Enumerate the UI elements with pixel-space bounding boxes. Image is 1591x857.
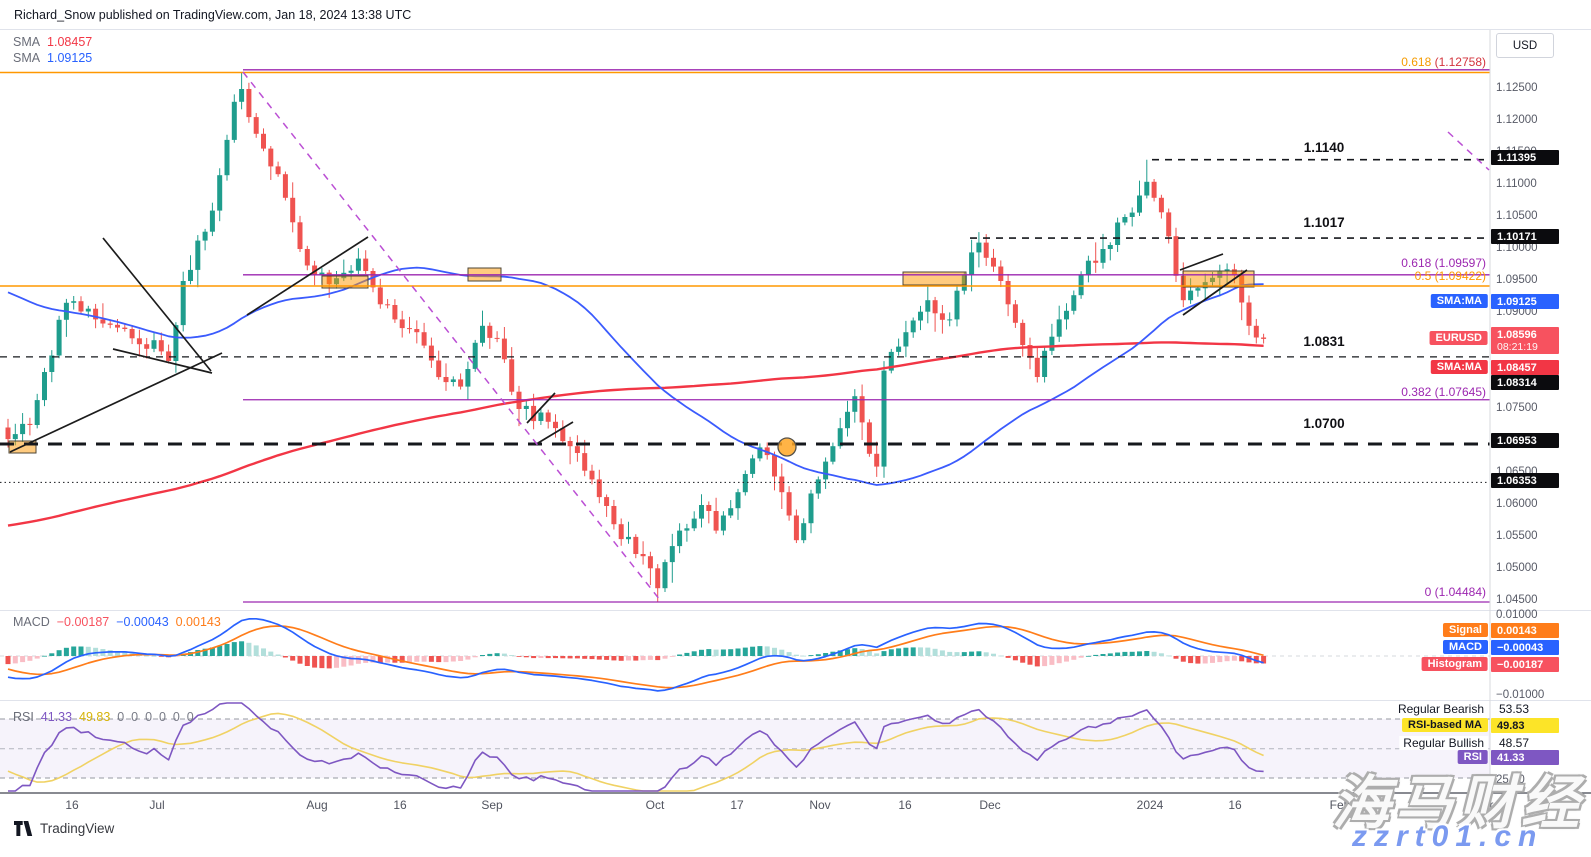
rsi-tick: 25.00 [1496,774,1525,786]
level-label: 1.1140 [1303,140,1345,155]
tradingview-logo-icon [14,820,33,837]
level-label: 1.1017 [1303,215,1345,230]
time-tick: Nov [809,798,831,812]
level-1-11395-value: 1.11395 [1491,150,1559,165]
price-tick: 1.09500 [1496,274,1538,286]
fib-label: 0 (1.04484) [1424,585,1486,599]
fib-label: 0.5 (1.09422) [1414,269,1486,283]
price-tick: 1.05000 [1496,562,1538,574]
fib-label: 0.618 (1.12758) [1401,55,1486,69]
time-tick: 16 [898,798,912,812]
time-tick: Aug [306,798,328,812]
symbol-last-tag-label: EURUSD [1429,331,1488,345]
sma-fast-legend: SMA 1.09125 [13,51,93,65]
macd-tick: 0.01000 [1496,609,1538,621]
rsi-regular-bearish-label: Regular Bearish [1393,702,1488,716]
rsi-line-tag-label: RSI [1457,750,1488,764]
rsi-regular-bullish-label: Regular Bullish [1399,736,1488,750]
sma-fast-tag-label: SMA:MA [1430,294,1488,308]
sma-slow-tag-label: SMA:MA [1430,360,1488,374]
time-tick: Oct [645,798,665,812]
tradingview-logo-text: TradingView [40,821,115,836]
level-1-06953-value: 1.06953 [1491,433,1559,448]
time-scale[interactable] [0,793,1490,815]
time-tick: Sep [481,798,503,812]
watermark-site-text: zzrt01.cn [1352,820,1544,853]
sma-slow-legend: SMA 1.08457 [13,35,93,49]
time-tick: Feb [1329,798,1351,812]
macd-line-tag-label: MACD [1443,640,1488,654]
price-tick: 1.12500 [1496,82,1538,94]
macd-signal-tag-value: 0.00143 [1491,623,1559,638]
macd-line-tag-value: −0.00043 [1491,640,1559,655]
publication-title: Richard_Snow published on TradingView.co… [14,7,412,22]
time-tick: 16 [393,798,407,812]
watermark-cn-text: 海马财经 [1332,771,1585,836]
sma-slow-tag-value: 1.08457 [1491,360,1559,375]
time-tick: Jul [149,798,165,812]
rsi-legend: RSI 41.33 49.83 0 0 0 0 0 0 [13,710,194,724]
time-tick: 16 [65,798,79,812]
rsi-regular-bearish-value: 53.53 [1499,702,1530,716]
macd-hist-tag-label: Histogram [1421,657,1488,671]
price-tick: 1.10000 [1496,242,1538,254]
rsi-ma-tag-label: RSI-based MA [1402,718,1488,732]
price-tick: 1.09000 [1496,306,1538,318]
macd-legend: MACD −0.00187 −0.00043 0.00143 [13,615,221,629]
macd-tick: −0.01000 [1496,689,1545,701]
price-tick: 1.07500 [1496,402,1538,414]
fib-label: 0.382 (1.07645) [1401,385,1486,399]
rsi-line-tag-value: 41.33 [1491,750,1559,765]
publication-header: Richard_Snow published on TradingView.co… [0,0,1591,30]
time-tick: 16 [1228,798,1242,812]
level-1-08314-value: 1.08314 [1491,375,1559,390]
time-tick: 17 [730,798,744,812]
price-tick: 1.04500 [1496,594,1538,606]
rsi-ma-tag-value: 49.83 [1491,718,1559,733]
level-label: 1.0700 [1303,416,1345,431]
tradingview-logo[interactable]: TradingView [14,820,114,837]
price-tick: 1.05500 [1496,530,1538,542]
time-tick: Mar [1472,798,1494,812]
time-tick: 2024 [1136,798,1164,812]
sma-fast-tag-value: 1.09125 [1491,294,1559,309]
macd-signal-tag-label: Signal [1442,623,1488,637]
rsi-regular-bullish-value: 48.57 [1499,736,1530,750]
time-tick: Dec [979,798,1001,812]
symbol-last-tag-value: 1.08596 08:21:19 [1491,327,1559,354]
level-label: 1.0831 [1303,334,1345,349]
price-tick: 1.11000 [1496,178,1537,190]
price-tick: 1.10500 [1496,210,1538,222]
currency-button[interactable]: USD [1496,33,1554,58]
price-tick: 1.06000 [1496,498,1538,510]
price-tick: 1.12000 [1496,114,1538,126]
level-1-06353-value: 1.06353 [1491,473,1559,488]
level-1-10171-value: 1.10171 [1491,229,1559,244]
macd-hist-tag-value: −0.00187 [1491,657,1559,672]
fib-label: 0.618 (1.09597) [1401,256,1486,270]
